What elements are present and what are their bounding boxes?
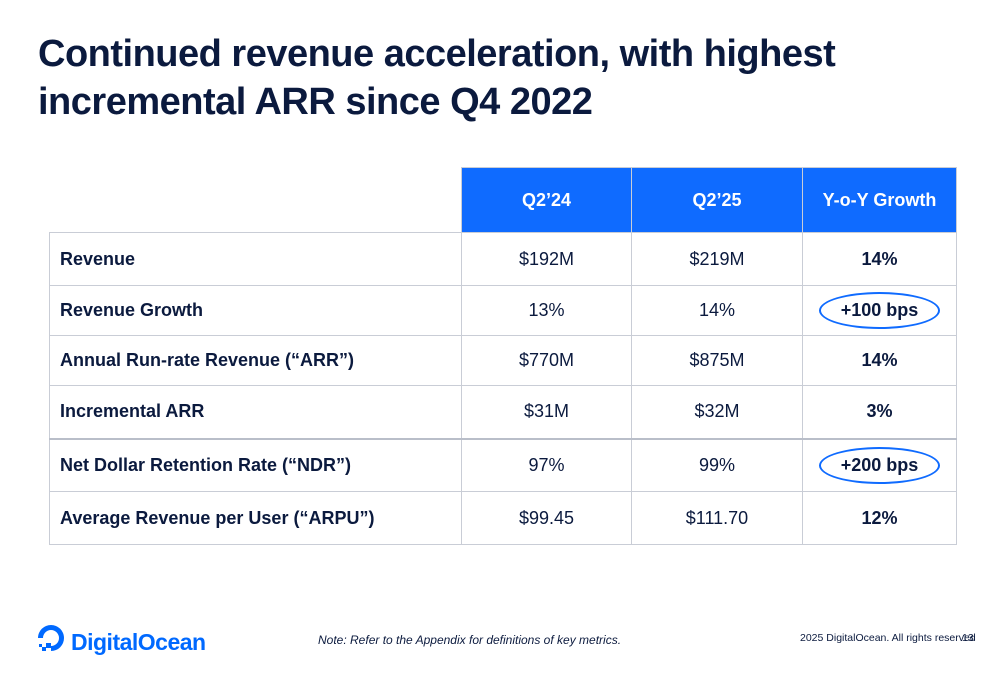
page-title: Continued revenue acceleration, with hig… <box>38 30 938 126</box>
logo-text: DigitalOcean <box>71 628 206 655</box>
cell-q2-24: 13% <box>461 285 632 336</box>
cell-growth: 14% <box>802 232 957 286</box>
header-yoy-growth: Y-o-Y Growth <box>802 167 957 233</box>
digitalocean-logo[interactable]: DigitalOcean <box>37 624 206 660</box>
title-line-1: Continued revenue acceleration, with hig… <box>38 33 836 75</box>
row-label: Net Dollar Retention Rate (“NDR”) <box>49 437 462 492</box>
digitalocean-logo-icon <box>37 624 65 660</box>
table-row: Average Revenue per User (“ARPU”) $99.45… <box>49 491 957 545</box>
cell-q2-24: $31M <box>461 385 632 439</box>
table-row: Incremental ARR $31M $32M 3% <box>49 385 957 439</box>
header-q2-24: Q2’24 <box>461 167 632 233</box>
header-blank-cell <box>49 167 462 233</box>
cell-q2-24: 97% <box>461 437 632 492</box>
cell-growth: +200 bps <box>802 437 957 492</box>
cell-q2-25: $219M <box>631 232 803 286</box>
table-row: Revenue $192M $219M 14% <box>49 232 957 286</box>
cell-q2-25: $875M <box>631 335 803 386</box>
table-header-row: Q2’24 Q2’25 Y-o-Y Growth <box>49 167 957 233</box>
cell-q2-24: $770M <box>461 335 632 386</box>
row-label: Revenue <box>49 232 462 286</box>
row-label: Incremental ARR <box>49 385 462 439</box>
table-row: Annual Run-rate Revenue (“ARR”) $770M $8… <box>49 335 957 386</box>
row-label: Average Revenue per User (“ARPU”) <box>49 491 462 545</box>
row-label: Revenue Growth <box>49 285 462 336</box>
cell-q2-25: 99% <box>631 437 803 492</box>
cell-growth: +100 bps <box>802 285 957 336</box>
table-row: Revenue Growth 13% 14% +100 bps <box>49 285 957 336</box>
cell-growth: 12% <box>802 491 957 545</box>
cell-q2-25: $111.70 <box>631 491 803 545</box>
cell-growth: 3% <box>802 385 957 439</box>
metrics-table: Q2’24 Q2’25 Y-o-Y Growth Revenue $192M $… <box>49 167 957 545</box>
circled-highlight: +200 bps <box>818 446 941 484</box>
header-q2-25: Q2’25 <box>631 167 803 233</box>
cell-q2-24: $99.45 <box>461 491 632 545</box>
row-label: Annual Run-rate Revenue (“ARR”) <box>49 335 462 386</box>
footnote: Note: Refer to the Appendix for definiti… <box>318 633 622 647</box>
cell-q2-25: $32M <box>631 385 803 439</box>
title-line-2: incremental ARR since Q4 2022 <box>38 81 593 123</box>
copyright: 2025 DigitalOcean. All rights reserved <box>800 632 976 644</box>
page-number: 13 <box>962 632 974 644</box>
cell-growth: 14% <box>802 335 957 386</box>
cell-q2-24: $192M <box>461 232 632 286</box>
table-row: Net Dollar Retention Rate (“NDR”) 97% 99… <box>49 437 957 492</box>
circled-highlight: +100 bps <box>818 292 941 329</box>
cell-q2-25: 14% <box>631 285 803 336</box>
